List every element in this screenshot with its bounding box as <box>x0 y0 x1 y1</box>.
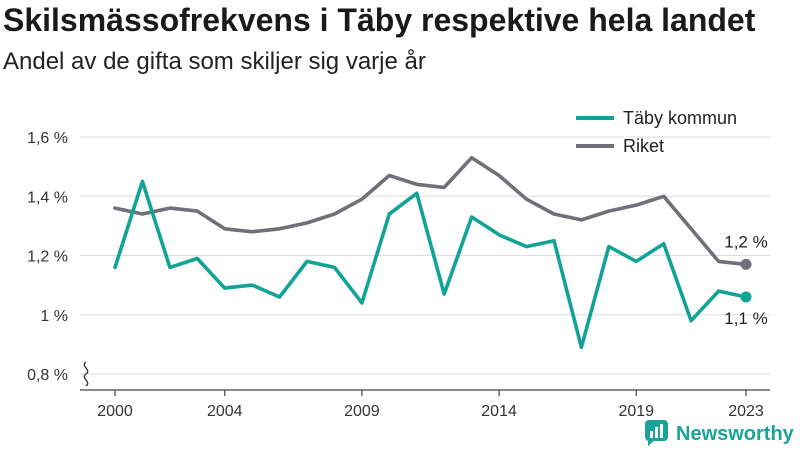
x-tick-label: 2000 <box>97 403 133 420</box>
data-point-riket <box>633 202 639 208</box>
chart-subtitle: Andel av de gifta som skiljer sig varje … <box>3 48 426 75</box>
data-point-riket <box>661 193 667 199</box>
data-point-taby-kommun <box>304 258 310 264</box>
data-point-taby-kommun <box>716 288 722 294</box>
series-line-riket <box>113 155 748 267</box>
data-point-riket <box>304 220 310 226</box>
data-point-taby-kommun <box>194 256 200 262</box>
data-point-riket <box>496 173 502 179</box>
data-point-taby-kommun <box>578 344 584 350</box>
data-point-riket <box>441 184 447 190</box>
data-point-taby-kommun <box>332 264 338 270</box>
data-point-taby-kommun <box>167 264 173 270</box>
series-line-taby-kommun <box>113 179 748 350</box>
data-point-riket <box>578 217 584 223</box>
data-point-riket <box>332 211 338 217</box>
y-tick-label: 1,6 % <box>27 130 68 147</box>
data-point-taby-kommun <box>112 264 118 270</box>
data-point-riket <box>524 196 530 202</box>
data-point-taby-kommun <box>633 258 639 264</box>
data-point-taby-kommun <box>496 232 502 238</box>
data-point-riket <box>688 226 694 232</box>
axes-layer: 0,8 % 1 % 1,2 % 1,4 % 1,6 % 2000 2004 2009 2014 2… <box>27 130 770 420</box>
end-marker-taby-kommun <box>740 291 752 303</box>
y-tick-label: 1,2 % <box>27 249 68 266</box>
data-point-taby-kommun <box>469 214 475 220</box>
data-point-riket <box>716 258 722 264</box>
legend-label-riket: Riket <box>623 136 664 156</box>
data-point-taby-kommun <box>441 291 447 297</box>
data-point-riket <box>414 181 420 187</box>
y-tick-label: 1,4 % <box>27 189 68 206</box>
newsworthy-chart-icon <box>645 420 668 446</box>
data-point-riket <box>194 208 200 214</box>
data-point-riket <box>112 205 118 211</box>
grid-layer <box>80 136 770 375</box>
series-layer <box>112 155 748 350</box>
data-point-taby-kommun <box>359 300 365 306</box>
data-point-riket <box>359 196 365 202</box>
data-point-riket <box>551 211 557 217</box>
data-point-taby-kommun <box>661 241 667 247</box>
data-point-riket <box>277 226 283 232</box>
data-point-taby-kommun <box>277 294 283 300</box>
data-point-taby-kommun <box>139 178 145 184</box>
logo-text: Newsworthy <box>676 423 794 445</box>
x-tick-label: 2019 <box>618 403 654 420</box>
x-tick-label: 2014 <box>481 403 517 420</box>
x-tick-label: 2004 <box>207 403 243 420</box>
y-tick-label: 1 % <box>40 308 68 325</box>
legend: Täby kommun Riket <box>576 108 737 156</box>
x-tick-label: 2009 <box>344 403 380 420</box>
data-point-taby-kommun <box>606 244 612 250</box>
legend-label-taby-kommun: Täby kommun <box>623 108 737 128</box>
labels-layer: 1,2 % 1,1 % <box>724 232 767 328</box>
data-point-taby-kommun <box>524 244 530 250</box>
data-point-taby-kommun <box>222 285 228 291</box>
data-point-taby-kommun <box>414 190 420 196</box>
data-point-riket <box>167 205 173 211</box>
axis-break-icon <box>83 361 89 387</box>
data-point-riket <box>249 229 255 235</box>
data-point-riket <box>469 155 475 161</box>
data-point-riket <box>386 173 392 179</box>
data-point-taby-kommun <box>249 282 255 288</box>
data-label-taby-kommun: 1,1 % <box>724 309 767 328</box>
data-point-riket <box>606 208 612 214</box>
end-marker-riket <box>740 258 752 270</box>
data-point-riket <box>222 226 228 232</box>
y-tick-label: 0,8 % <box>27 367 68 384</box>
chart-title: Skilsmässofrekvens i Täby respektive hel… <box>3 2 756 38</box>
data-point-taby-kommun <box>688 318 694 324</box>
data-point-riket <box>139 211 145 217</box>
data-label-riket: 1,2 % <box>724 232 767 251</box>
x-tick-label: 2023 <box>728 403 764 420</box>
data-point-taby-kommun <box>386 211 392 217</box>
data-point-taby-kommun <box>551 238 557 244</box>
